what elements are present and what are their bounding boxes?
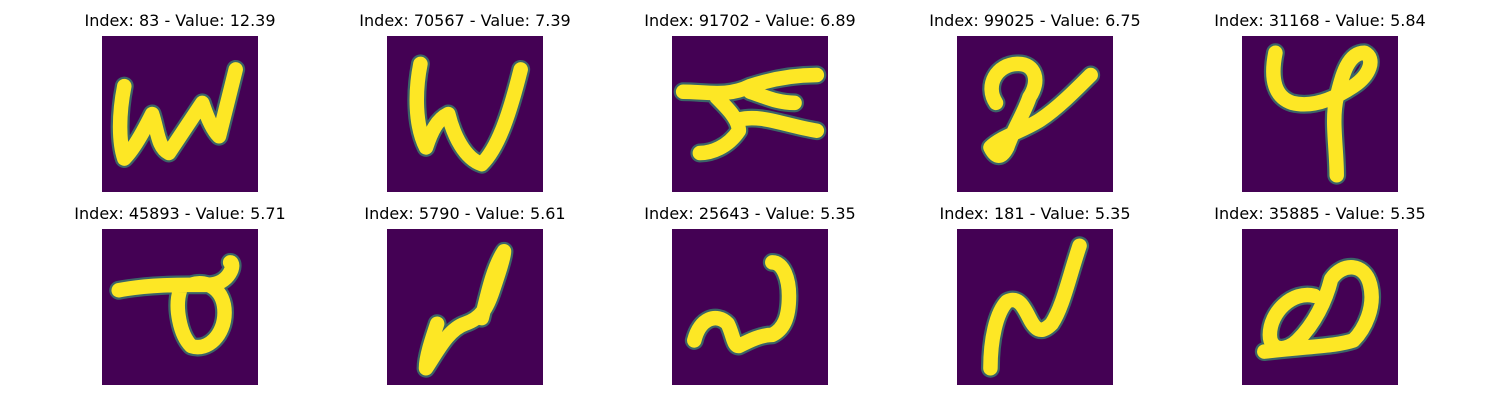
panel-title: Index: 31168 - Value: 5.84	[1214, 11, 1426, 30]
image-panel: Index: 99025 - Value: 6.75	[885, 12, 1185, 202]
digit-image	[1242, 229, 1398, 385]
image-panel: Index: 83 - Value: 12.39	[30, 12, 330, 202]
digit-image	[387, 229, 543, 385]
panel-title: Index: 91702 - Value: 6.89	[644, 11, 856, 30]
digit-image	[387, 36, 543, 192]
panel-title: Index: 99025 - Value: 6.75	[929, 11, 1141, 30]
panel-title: Index: 25643 - Value: 5.35	[644, 204, 856, 223]
image-panel: Index: 45893 - Value: 5.71	[30, 205, 330, 395]
image-panel: Index: 31168 - Value: 5.84	[1170, 12, 1470, 202]
digit-image	[1242, 36, 1398, 192]
panel-title: Index: 83 - Value: 12.39	[84, 11, 276, 30]
image-panel: Index: 181 - Value: 5.35	[885, 205, 1185, 395]
digit-image	[957, 36, 1113, 192]
panel-title: Index: 35885 - Value: 5.35	[1214, 204, 1426, 223]
panel-title: Index: 5790 - Value: 5.61	[364, 204, 566, 223]
panel-title: Index: 181 - Value: 5.35	[939, 204, 1131, 223]
image-panel: Index: 5790 - Value: 5.61	[315, 205, 615, 395]
digit-image	[672, 36, 828, 192]
image-panel: Index: 25643 - Value: 5.35	[600, 205, 900, 395]
digit-image	[102, 36, 258, 192]
digit-image	[672, 229, 828, 385]
image-panel: Index: 35885 - Value: 5.35	[1170, 205, 1470, 395]
digit-image	[957, 229, 1113, 385]
image-panel: Index: 91702 - Value: 6.89	[600, 12, 900, 202]
panel-title: Index: 70567 - Value: 7.39	[359, 11, 571, 30]
image-panel: Index: 70567 - Value: 7.39	[315, 12, 615, 202]
digit-image	[102, 229, 258, 385]
panel-title: Index: 45893 - Value: 5.71	[74, 204, 286, 223]
